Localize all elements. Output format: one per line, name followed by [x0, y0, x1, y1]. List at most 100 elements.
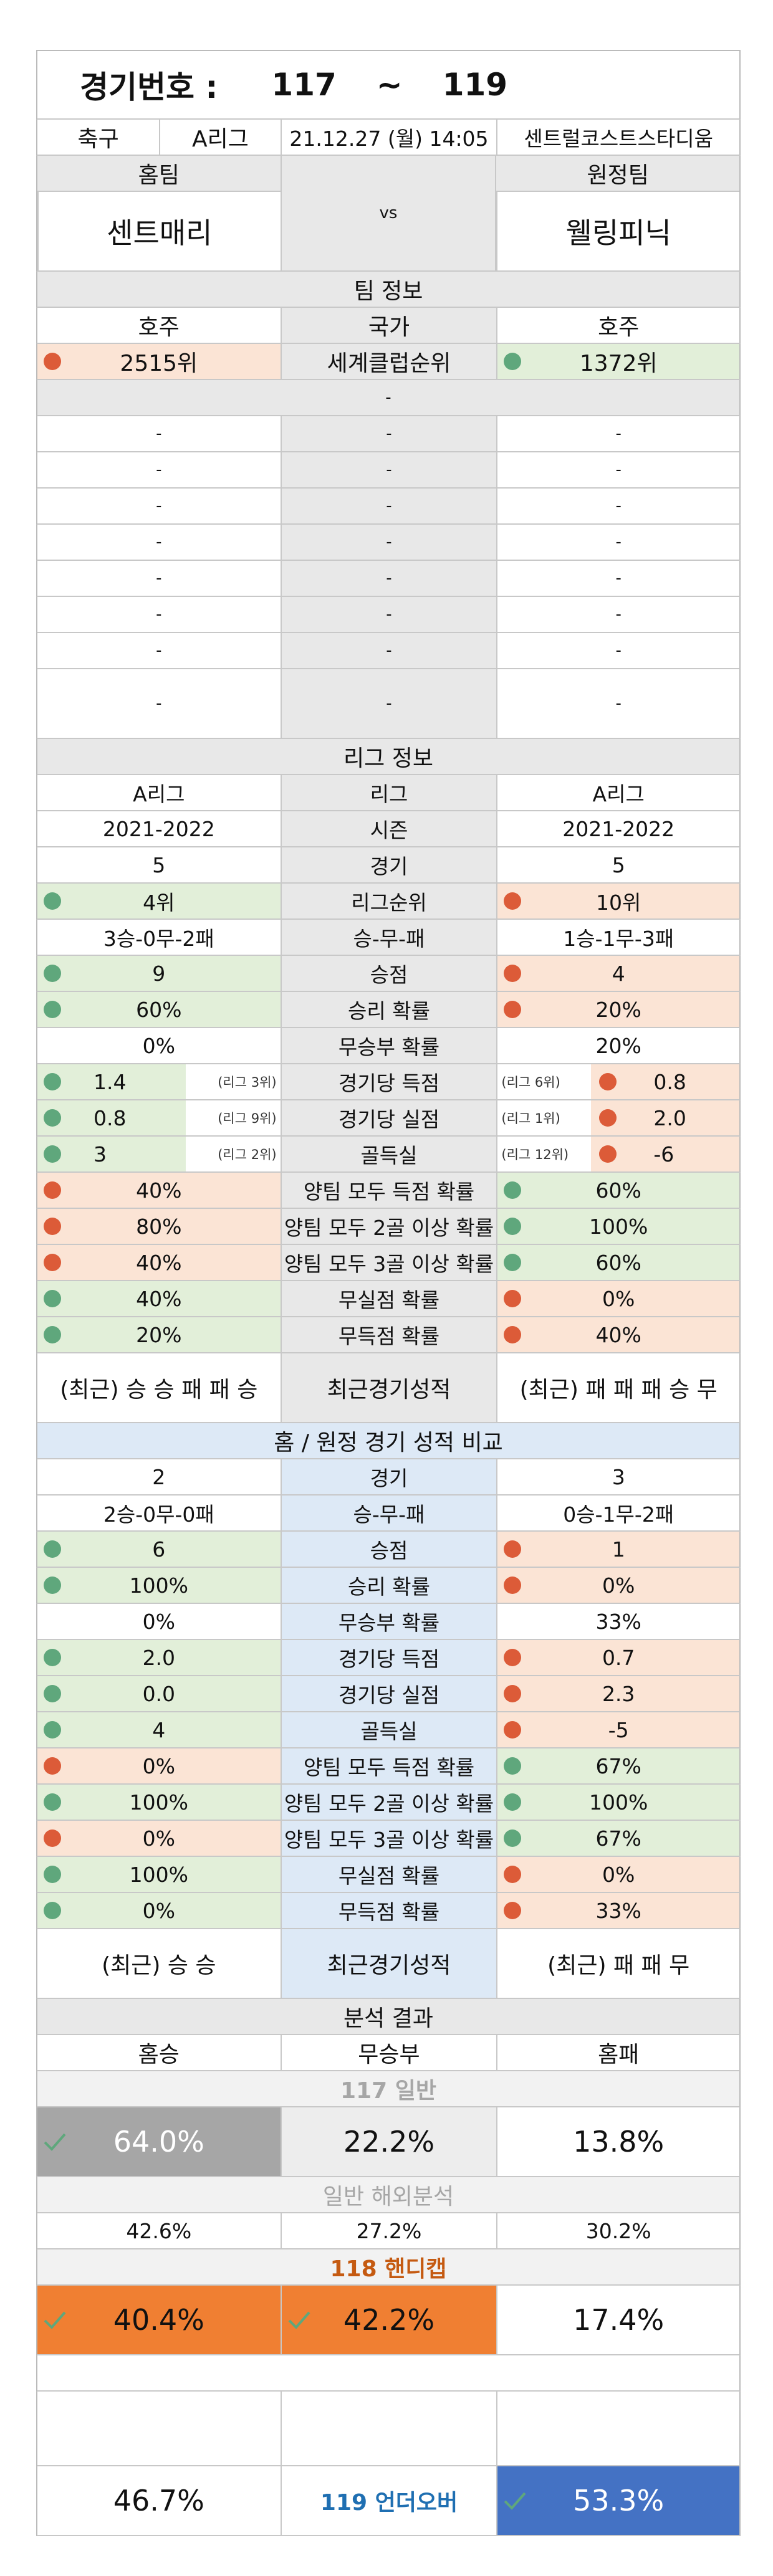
home-value: 0%	[142, 1033, 175, 1058]
home-value: 9	[37, 956, 281, 991]
away-value: 67%	[496, 1821, 739, 1856]
stat-row: 0.0 경기당 실점 2.3	[36, 1676, 741, 1712]
overseas-title: 일반 해외분석	[322, 2184, 454, 2210]
stat-row: 4 골득실 -5	[36, 1712, 741, 1748]
stat-label: 승리 확률	[280, 1568, 497, 1603]
away-value: (리그 6위) 0.8	[496, 1064, 739, 1099]
away-world-rank: 1372위	[496, 344, 739, 379]
home-dash: -	[156, 694, 162, 713]
stat-row: 100% 승리 확률 0%	[36, 1568, 741, 1604]
handicap-home: 40.4%	[37, 2286, 281, 2354]
game-number-header: 경기번호 : 117 ~ 119	[36, 50, 741, 120]
empty-team-info-row: ---	[36, 489, 741, 525]
overseas-draw: 27.2%	[280, 2213, 497, 2248]
away-dash: -	[496, 452, 739, 487]
home-value: 1.4 (리그 3위)	[37, 1064, 281, 1099]
home-value: 20%	[37, 1317, 281, 1352]
col-home-win: 홈승	[138, 2042, 180, 2068]
stat-row: 100% 양팀 모두 2골 이상 확률 100%	[36, 1785, 741, 1821]
home-value: 0%	[37, 1821, 281, 1856]
away-value: 20%	[496, 992, 739, 1027]
red-dot-icon	[504, 892, 522, 910]
team-info-title: 팀 정보	[353, 279, 423, 304]
green-dot-icon	[504, 1181, 522, 1199]
home-value: A리그	[133, 782, 185, 806]
stat-row: 5 경기 5	[36, 847, 741, 884]
green-dot-icon	[44, 892, 61, 910]
stat-row: 9 승점 4	[36, 956, 741, 992]
overseas-title-row: 일반 해외분석	[36, 2177, 741, 2213]
analysis-sheet: 경기번호 : 117 ~ 119 축구 A리그 21.12.27 (월) 14:…	[36, 50, 741, 2536]
red-dot-icon	[599, 1073, 617, 1090]
stat-row: 6 승점 1	[36, 1532, 741, 1568]
away-dash: -	[496, 525, 739, 560]
stat-label: 승점	[280, 956, 497, 991]
away-value: 1승-1무-3패	[496, 920, 739, 955]
stat-row: 40% 양팀 모두 득점 확률 60%	[36, 1173, 741, 1209]
red-dot-icon	[44, 1218, 61, 1235]
stat-label: 경기	[280, 1459, 497, 1494]
away-value: 67%	[496, 1748, 739, 1783]
league-recent-row: (최근) 승 승 패 패 승 최근경기성적 (최근) 패 패 패 승 무	[36, 1353, 741, 1423]
world-rank-label: 세계클럽순위	[280, 344, 497, 379]
away-league-rank: (리그 1위)	[501, 1111, 560, 1126]
green-dot-icon	[44, 1685, 61, 1702]
home-dash: -	[156, 533, 162, 551]
green-dot-icon	[44, 1902, 61, 1919]
home-league-rank: (리그 9위)	[218, 1111, 277, 1126]
stat-label: 승-무-패	[280, 920, 497, 955]
stat-label: 리그	[280, 775, 497, 810]
league-recent-label: 최근경기성적	[280, 1353, 497, 1422]
label-dash: -	[280, 561, 497, 596]
general-away: 13.8%	[496, 2107, 739, 2176]
green-dot-icon	[44, 1001, 61, 1018]
stat-label: 양팀 모두 2골 이상 확률	[280, 1785, 497, 1820]
general-home: 64.0%	[37, 2107, 281, 2176]
stat-label: 승리 확률	[280, 992, 497, 1027]
away-value: 20%	[496, 1028, 739, 1063]
home-value: 0.0	[37, 1676, 281, 1711]
handicap-draw: 42.2%	[280, 2286, 497, 2354]
home-value: 40%	[37, 1173, 281, 1208]
home-value: 60%	[37, 992, 281, 1027]
label-dash: -	[280, 416, 497, 451]
empty-team-info-row: ---	[36, 597, 741, 633]
red-dot-icon	[504, 1577, 522, 1594]
analysis-title: 분석 결과	[343, 2006, 433, 2031]
green-dot-icon	[44, 1145, 61, 1163]
compare-title: 홈 / 원정 경기 성적 비교	[274, 1430, 503, 1456]
green-dot-icon	[44, 1326, 61, 1343]
home-dash: -	[156, 497, 162, 515]
teams-block: 홈팀 센트매리 vs 원정팀 웰링피닉	[36, 156, 741, 272]
stat-label: 양팀 모두 3골 이상 확률	[280, 1245, 497, 1280]
green-dot-icon	[44, 1073, 61, 1090]
stat-row: 0% 무승부 확률 20%	[36, 1028, 741, 1064]
stat-label: 리그순위	[280, 884, 497, 918]
away-dash: -	[496, 597, 739, 632]
home-league-rank: (리그 3위)	[218, 1075, 277, 1090]
league-recent-away: (최근) 패 패 패 승 무	[496, 1353, 739, 1422]
green-dot-icon	[504, 1793, 522, 1811]
stat-row: 2.0 경기당 득점 0.7	[36, 1640, 741, 1676]
away-value: 33%	[496, 1893, 739, 1928]
handicap-row: 40.4% 42.2% 17.4%	[36, 2286, 741, 2355]
away-team-name: 웰링피닉	[496, 192, 739, 270]
stat-row: 0% 무승부 확률 33%	[36, 1604, 741, 1640]
stat-label: 골득실	[280, 1137, 497, 1171]
spacer-row	[36, 2355, 741, 2392]
stat-row: 100% 무실점 확률 0%	[36, 1857, 741, 1893]
empty-team-info-row: ---	[36, 416, 741, 452]
home-value: 100%	[37, 1857, 281, 1892]
col-draw: 무승부	[280, 2035, 497, 2070]
red-dot-icon	[44, 1757, 61, 1775]
green-dot-icon	[44, 1109, 61, 1127]
away-value: A리그	[496, 775, 739, 810]
away-dash: -	[496, 561, 739, 596]
stat-row: 80% 양팀 모두 2골 이상 확률 100%	[36, 1209, 741, 1245]
compare-recent-row: (최근) 승 승 최근경기성적 (최근) 패 패 무	[36, 1929, 741, 1999]
home-value: 40%	[37, 1245, 281, 1280]
home-value: 4위	[37, 884, 281, 918]
away-value: -5	[496, 1712, 739, 1747]
stat-rank-row: 3 (리그 2위) 골득실 (리그 12위) -6	[36, 1137, 741, 1173]
stat-label: 양팀 모두 2골 이상 확률	[280, 1209, 497, 1244]
